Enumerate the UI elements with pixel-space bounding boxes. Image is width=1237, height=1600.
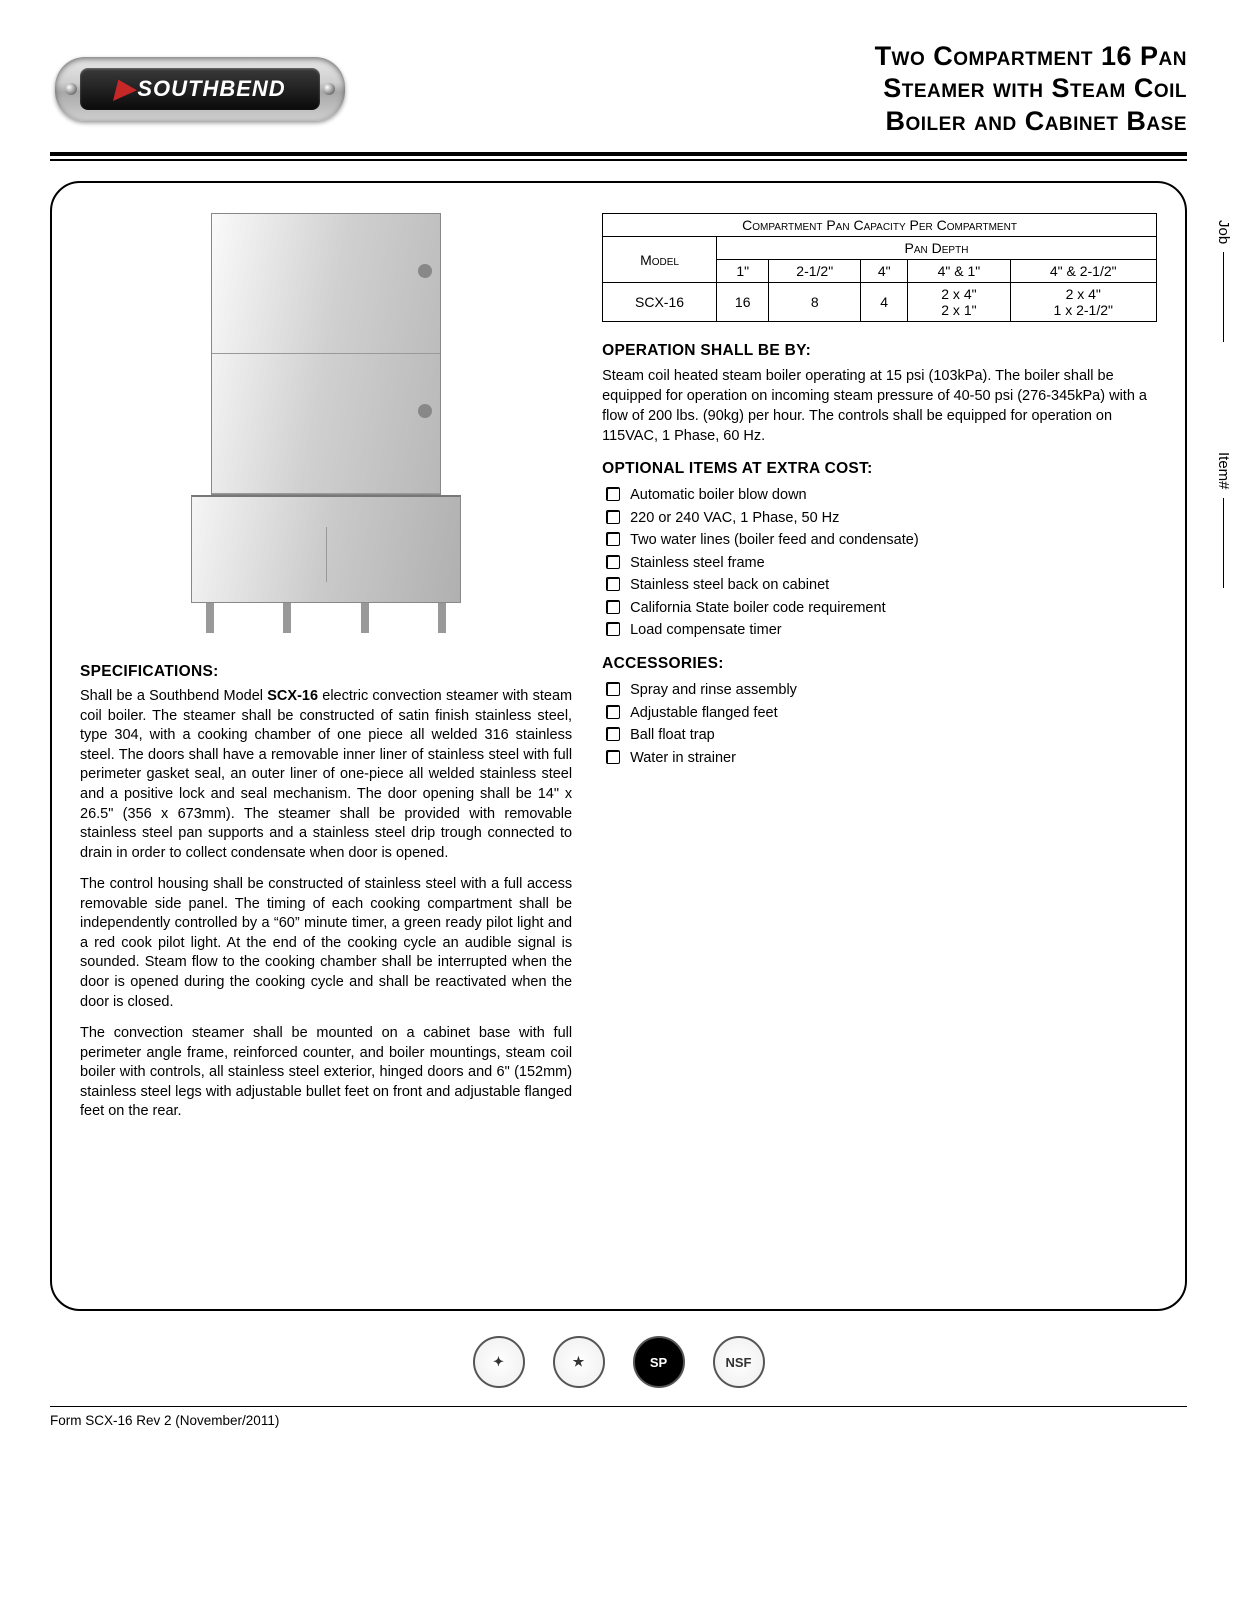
model-number: SCX-16 <box>267 688 318 704</box>
depth-col-4: 4" & 2-1/2" <box>1010 260 1157 283</box>
table-row: SCX-16 16 8 4 2 x 4"2 x 1" 2 x 4"1 x 2-1… <box>603 283 1157 322</box>
job-label: Job <box>1215 220 1232 244</box>
optional-item[interactable]: Load compensate timer <box>602 619 1157 641</box>
depth-col-2: 4" <box>861 260 908 283</box>
title-line-2: Steamer with Steam Coil <box>875 72 1187 104</box>
cell-val-0: 16 <box>716 283 768 322</box>
depth-col-0: 1" <box>716 260 768 283</box>
pan-depth-header: Pan Depth <box>716 237 1156 260</box>
item-label: Item# <box>1215 452 1232 490</box>
operation-body: Steam coil heated steam boiler operating… <box>602 366 1157 446</box>
cell-val-1: 8 <box>769 283 861 322</box>
divider-thin <box>50 159 1187 161</box>
cell-combo-2: 2 x 4"1 x 2-1/2" <box>1010 283 1157 322</box>
side-form-labels: Job Item# <box>1215 220 1232 588</box>
cert-badge-3: NSF <box>713 1336 765 1388</box>
logo-text: SOUTHBEND <box>137 76 285 102</box>
logo: ▶SOUTHBEND <box>50 49 350 129</box>
spec-paragraph-2: The control housing shall be constructed… <box>80 875 572 1012</box>
main-content-frame: SPECIFICATIONS: Shall be a Southbend Mod… <box>50 181 1187 1311</box>
title-line-1: Two Compartment 16 Pan <box>875 40 1187 72</box>
optional-items-list: Automatic boiler blow down 220 or 240 VA… <box>602 484 1157 641</box>
cell-val-2: 4 <box>861 283 908 322</box>
optional-item[interactable]: California State boiler code requirement <box>602 597 1157 619</box>
cert-badge-1: ★ <box>553 1336 605 1388</box>
cert-badge-0: ✦ <box>473 1336 525 1388</box>
optional-item[interactable]: 220 or 240 VAC, 1 Phase, 50 Hz <box>602 507 1157 529</box>
spec-paragraph-3: The convection steamer shall be mounted … <box>80 1024 572 1122</box>
header: ▶SOUTHBEND Two Compartment 16 Pan Steame… <box>50 40 1187 147</box>
cell-combo-1: 2 x 4"2 x 1" <box>908 283 1010 322</box>
title-line-3: Boiler and Cabinet Base <box>875 105 1187 137</box>
divider-thick <box>50 152 1187 156</box>
capacity-table: Compartment Pan Capacity Per Compartment… <box>602 213 1157 322</box>
optional-item[interactable]: Stainless steel back on cabinet <box>602 574 1157 596</box>
operation-heading: OPERATION SHALL BE BY: <box>602 342 1157 360</box>
depth-col-3: 4" & 1" <box>908 260 1010 283</box>
accessory-item[interactable]: Adjustable flanged feet <box>602 702 1157 724</box>
certification-badges: ✦ ★ SP NSF <box>50 1336 1187 1388</box>
row-model: SCX-16 <box>603 283 717 322</box>
optional-item[interactable]: Automatic boiler blow down <box>602 484 1157 506</box>
accessory-item[interactable]: Water in strainer <box>602 747 1157 769</box>
accessories-list: Spray and rinse assembly Adjustable flan… <box>602 679 1157 769</box>
accessory-item[interactable]: Ball float trap <box>602 724 1157 746</box>
depth-col-1: 2-1/2" <box>769 260 861 283</box>
footer-form-id: Form SCX-16 Rev 2 (November/2011) <box>50 1406 1187 1428</box>
specifications-body: Shall be a Southbend Model SCX-16 electr… <box>80 687 572 1122</box>
optional-heading: OPTIONAL ITEMS AT EXTRA COST: <box>602 460 1157 478</box>
right-column: Compartment Pan Capacity Per Compartment… <box>602 213 1157 1269</box>
cert-badge-2: SP <box>633 1336 685 1388</box>
model-header: Model <box>603 237 717 283</box>
product-image <box>176 213 476 633</box>
optional-item[interactable]: Two water lines (boiler feed and condens… <box>602 529 1157 551</box>
optional-item[interactable]: Stainless steel frame <box>602 552 1157 574</box>
spec-paragraph-1: Shall be a Southbend Model SCX-16 electr… <box>80 687 572 863</box>
specifications-heading: SPECIFICATIONS: <box>80 663 572 681</box>
table-title: Compartment Pan Capacity Per Compartment <box>603 214 1157 237</box>
accessories-heading: ACCESSORIES: <box>602 655 1157 673</box>
accessory-item[interactable]: Spray and rinse assembly <box>602 679 1157 701</box>
page-title: Two Compartment 16 Pan Steamer with Stea… <box>875 40 1187 137</box>
left-column: SPECIFICATIONS: Shall be a Southbend Mod… <box>80 213 572 1269</box>
